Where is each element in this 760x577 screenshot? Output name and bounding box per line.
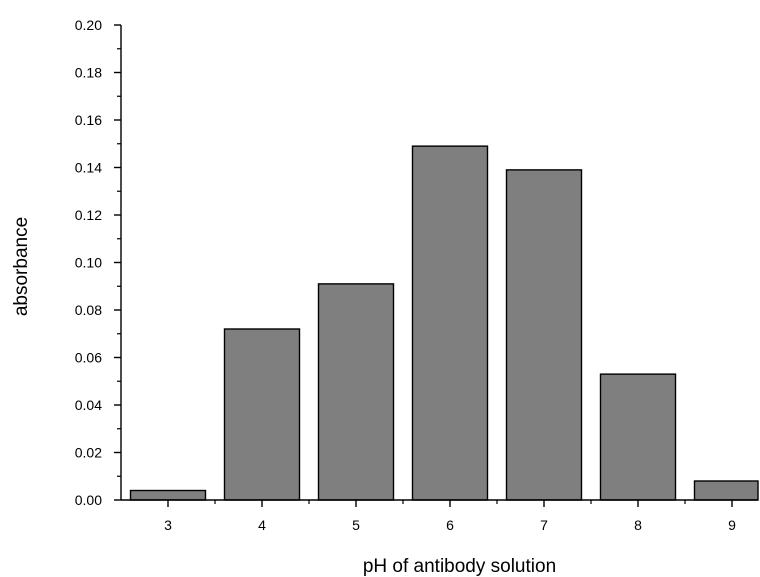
x-tick-label: 3 bbox=[164, 517, 172, 533]
bar-ph-7 bbox=[505, 169, 583, 501]
x-tick-label: 7 bbox=[540, 517, 548, 533]
bar-ph-4 bbox=[223, 328, 301, 501]
y-tick-label: 0.00 bbox=[75, 492, 102, 508]
bar-ph-9 bbox=[693, 480, 759, 501]
x-axis: 3 4 5 6 7 8 9 bbox=[121, 499, 758, 533]
y-axis: 0.00 0.02 0.04 0.06 0.08 0.10 0.12 0.14 0.16 0.18… bbox=[75, 17, 122, 508]
y-tick-label: 0.18 bbox=[75, 65, 102, 81]
x-tick-label: 5 bbox=[352, 517, 360, 533]
y-tick-label: 0.20 bbox=[75, 17, 102, 33]
x-axis-title: pH of antibody solution bbox=[363, 556, 556, 577]
x-tick-label: 6 bbox=[446, 517, 454, 533]
bar-ph-5 bbox=[317, 283, 395, 501]
y-tick-label: 0.04 bbox=[75, 397, 102, 413]
y-tick-label: 0.08 bbox=[75, 302, 102, 318]
bar-ph-6 bbox=[411, 145, 489, 501]
y-tick-label: 0.02 bbox=[75, 445, 102, 461]
y-tick-label: 0.06 bbox=[75, 350, 102, 366]
y-tick-label: 0.16 bbox=[75, 112, 102, 128]
x-tick-label: 9 bbox=[728, 517, 736, 533]
x-tick-label: 4 bbox=[258, 517, 266, 533]
y-tick-label: 0.14 bbox=[75, 160, 102, 176]
x-tick-label: 8 bbox=[634, 517, 642, 533]
bars-group bbox=[129, 145, 759, 501]
y-tick-label: 0.12 bbox=[75, 207, 102, 223]
y-axis-title: absorbance bbox=[11, 217, 32, 316]
bar-ph-8 bbox=[599, 373, 677, 501]
bar-ph-3 bbox=[129, 489, 207, 501]
y-tick-label: 0.10 bbox=[75, 255, 102, 271]
